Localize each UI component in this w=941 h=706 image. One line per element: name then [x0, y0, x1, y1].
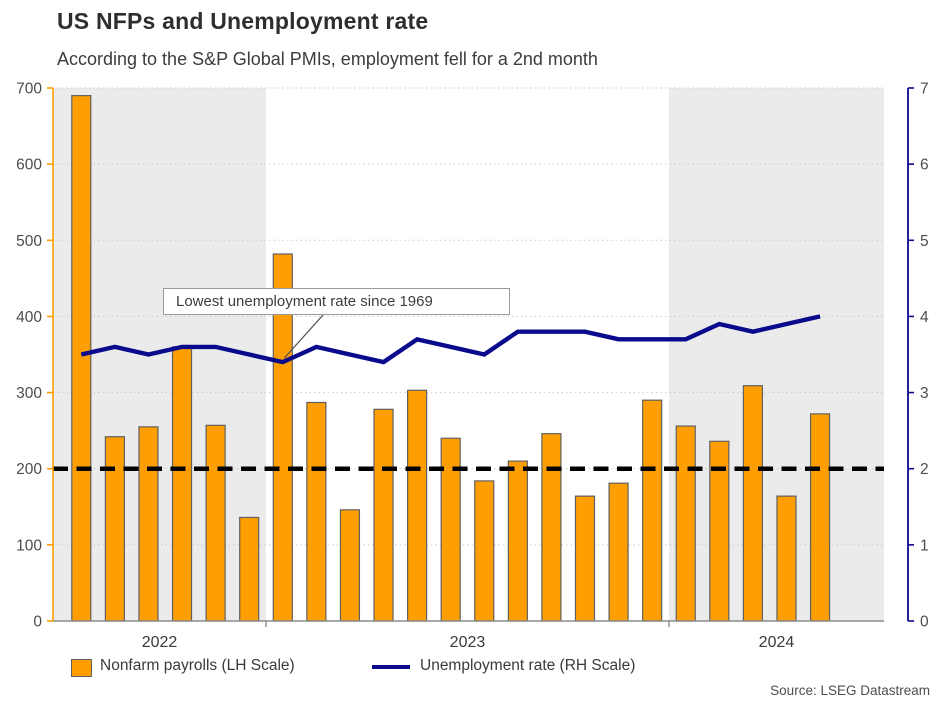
nfp-bar-Apr-23	[373, 408, 394, 622]
right-axis-label-1: 1	[920, 537, 929, 554]
unemployment-line	[80, 314, 821, 365]
left-axis-label-500: 500	[16, 233, 42, 250]
legend-bar-swatch	[71, 659, 92, 677]
left-axis-label-400: 400	[16, 309, 42, 326]
year-label-2023: 2023	[450, 634, 486, 651]
right-axis-label-6: 6	[920, 157, 929, 174]
source-credit: Source: LSEG Datastream	[770, 683, 930, 698]
annotation-text: Lowest unemployment rate since 1969	[176, 293, 433, 310]
left-axis-label-100: 100	[16, 537, 42, 554]
nfp-bar-Mar-24	[742, 385, 764, 622]
nfp-bar-Dec-23	[642, 399, 663, 622]
left-axis-label-200: 200	[16, 461, 42, 478]
chart-title: US NFPs and Unemployment rate	[57, 8, 429, 34]
nfp-bar-Jul-22	[71, 95, 92, 622]
right-axis-label-2: 2	[920, 461, 929, 478]
left-axis-label-0: 0	[33, 614, 42, 631]
year-label-2024: 2024	[759, 634, 795, 651]
nfp-bar-Feb-23	[306, 401, 327, 622]
legend-line-swatch	[372, 665, 410, 669]
nfp-bar-Apr-24	[776, 495, 797, 622]
right-axis-label-5: 5	[920, 233, 929, 250]
nfp-bar-Oct-22	[171, 346, 193, 622]
chart-subtitle: According to the S&P Global PMIs, employ…	[57, 49, 598, 69]
right-axis-label-0: 0	[920, 614, 929, 631]
nfp-bar-Oct-23	[574, 495, 596, 622]
nfp-bar-Nov-22	[205, 424, 226, 622]
annotation-box: Lowest unemployment rate since 1969	[163, 288, 510, 315]
nfp-bar-Sep-23	[541, 433, 562, 622]
nfp-bar-Aug-22	[104, 436, 125, 622]
left-axis-label-300: 300	[16, 385, 42, 402]
left-axis-label-600: 600	[16, 157, 42, 174]
right-axis-label-4: 4	[920, 309, 929, 326]
nfp-bar-Aug-23	[507, 460, 528, 622]
nfp-bar-Sep-22	[138, 426, 159, 622]
nfp-bar-Nov-23	[608, 482, 629, 622]
nfp-bar-May-23	[407, 389, 428, 622]
legend-line-label: Unemployment rate (RH Scale)	[420, 657, 636, 674]
annotation-leader-line	[283, 314, 324, 359]
year-label-2022: 2022	[142, 634, 178, 651]
nfp-bar-Jul-23	[474, 480, 495, 622]
right-axis-label-3: 3	[920, 385, 929, 402]
nfp-bar-Dec-22	[239, 516, 260, 622]
legend-bar-label: Nonfarm payrolls (LH Scale)	[100, 657, 295, 674]
nfp-bar-Jan-24	[675, 425, 696, 622]
right-axis-label-7: 7	[920, 81, 929, 98]
nfp-bar-May-24	[809, 413, 831, 622]
nfp-bar-Mar-23	[339, 509, 361, 622]
nfp-bar-Jun-23	[440, 437, 461, 622]
left-axis-label-700: 700	[16, 81, 42, 98]
